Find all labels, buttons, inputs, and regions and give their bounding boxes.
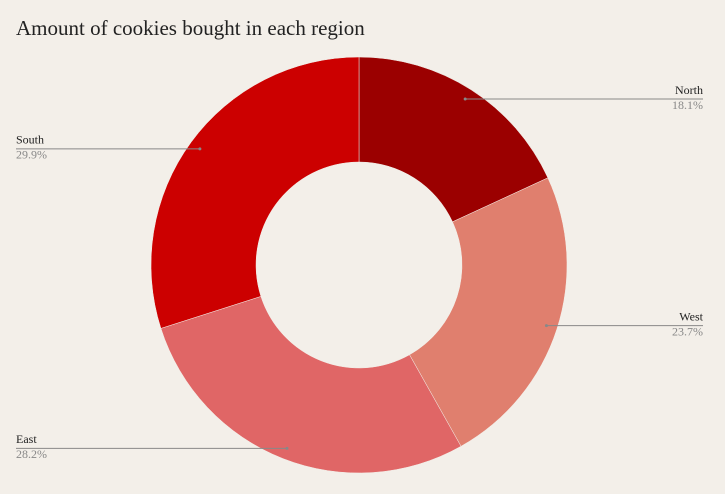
slice	[409, 177, 568, 447]
value-label: 23.7%	[672, 324, 703, 338]
legend-label: North	[675, 83, 703, 97]
value-label: 29.9%	[16, 148, 47, 162]
leader-dot	[544, 324, 548, 328]
leader-dot	[285, 446, 289, 450]
slice	[150, 56, 360, 329]
value-label: 28.2%	[16, 447, 47, 461]
leader-dot	[463, 97, 467, 101]
legend-label: South	[16, 133, 44, 147]
chart-title: Amount of cookies bought in each region	[16, 16, 365, 40]
slice	[358, 56, 549, 223]
value-label: 18.1%	[672, 98, 703, 112]
legend-label: West	[679, 309, 703, 323]
legend-label: East	[16, 432, 37, 446]
leader-dot	[198, 147, 202, 151]
slice	[160, 296, 462, 474]
